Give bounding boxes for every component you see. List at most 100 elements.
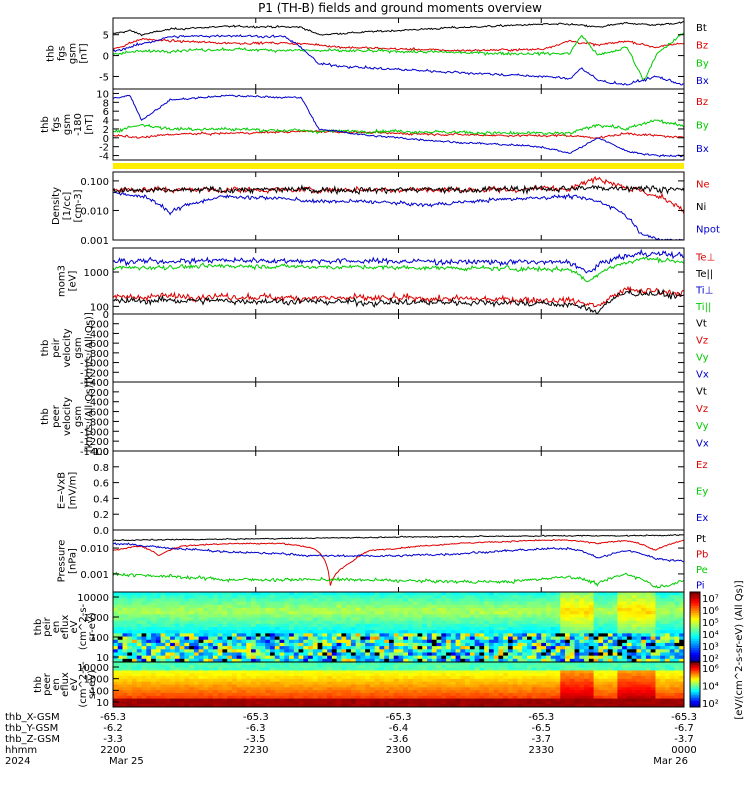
spectrogram-cell <box>336 611 342 615</box>
spectrogram-cell <box>198 627 204 631</box>
spectrogram-cell <box>598 662 604 666</box>
spectrogram-cell <box>484 620 490 625</box>
spectrogram-cell <box>155 623 161 628</box>
spectrogram-cell <box>246 649 252 653</box>
spectrogram-cell <box>465 611 471 615</box>
spectrogram-cell <box>336 684 342 688</box>
spectrogram-cell <box>393 646 399 650</box>
spectrogram-cell <box>227 662 233 666</box>
spectrogram-cell <box>289 684 295 688</box>
spectrogram-cell <box>493 684 499 688</box>
spectrogram-cell <box>265 595 271 599</box>
spectrogram-cell <box>165 633 171 637</box>
spectrogram-cell <box>298 642 304 647</box>
spectrogram-cell <box>641 667 647 671</box>
spectrogram-cell <box>308 601 314 606</box>
spectrogram-cell <box>279 607 285 612</box>
spectrogram-cell <box>317 652 323 657</box>
spectrogram-cell <box>284 617 290 622</box>
spectrogram-cell <box>260 676 266 680</box>
spectrogram-cell <box>622 658 628 663</box>
spectrogram-cell <box>365 614 371 618</box>
spectrogram-cell <box>298 614 304 618</box>
spectrogram-cell <box>113 673 119 677</box>
spectrogram-cell <box>189 646 195 650</box>
spectrogram-cell <box>579 658 585 663</box>
spectrogram-cell <box>536 655 542 660</box>
spectrogram-cell <box>493 701 499 705</box>
spectrogram-cell <box>536 684 542 688</box>
spectrogram-cell <box>336 673 342 677</box>
spectrogram-cell <box>579 601 585 606</box>
spectrogram-cell <box>132 662 138 666</box>
spectrogram-cell <box>536 690 542 694</box>
spectrogram-cell <box>388 592 395 596</box>
spectrogram-cell <box>222 604 228 609</box>
spectrogram-cell <box>203 595 209 599</box>
spectrogram-cell <box>327 687 333 691</box>
spectrogram-cell <box>174 690 181 694</box>
spectrogram-cell <box>265 607 271 612</box>
spectrogram-cell <box>622 623 628 628</box>
spectrogram-cell <box>603 592 609 596</box>
spectrogram-cell <box>179 646 185 650</box>
spectrogram-cell <box>279 690 285 694</box>
spectrogram-cell <box>322 649 328 653</box>
spectrogram-cell <box>469 704 476 708</box>
spectrogram-cell <box>146 684 152 688</box>
spectrogram-cell <box>312 623 319 628</box>
spectrogram-cell <box>427 601 433 606</box>
spectrogram-cell <box>555 623 561 628</box>
colorbar-tick-label: 10² <box>702 699 719 710</box>
spectrogram-cell <box>579 604 585 609</box>
spectrogram-cell <box>560 636 566 641</box>
spectrogram-cell <box>446 646 452 650</box>
spectrogram-cell <box>403 620 409 625</box>
spectrogram-cell <box>412 614 418 618</box>
spectrogram-cell <box>603 690 609 694</box>
spectrogram-cell <box>512 664 518 669</box>
spectrogram-cell <box>212 623 219 628</box>
spectrogram-cell <box>365 620 371 625</box>
spectrogram-cell <box>584 607 590 612</box>
spectrogram-cell <box>217 636 223 641</box>
spectrogram-cell <box>236 607 242 612</box>
spectrogram-cell <box>246 655 252 660</box>
spectrogram-cell <box>141 673 147 677</box>
spectrogram-cell <box>569 701 575 705</box>
spectrogram-cell <box>141 664 147 669</box>
spectrogram-cell <box>317 620 323 625</box>
spectrogram-cell <box>279 633 285 637</box>
spectrogram-cell <box>550 667 556 671</box>
colorbar-cell <box>690 680 700 682</box>
spectrogram-cell <box>607 649 614 653</box>
spectrogram-cell <box>493 633 499 637</box>
spectrogram-cell <box>503 673 509 677</box>
spectrogram-cell <box>179 639 185 644</box>
spectrogram-cell <box>165 687 171 691</box>
spectrogram-cell <box>541 639 547 644</box>
spectrogram-cell <box>455 633 461 637</box>
spectrogram-cell <box>531 673 537 677</box>
spectrogram-cell <box>241 692 247 697</box>
spectrogram-cell <box>222 627 228 631</box>
spectrogram-cell <box>369 636 376 641</box>
ephemeris-value: -65.3 <box>100 712 126 723</box>
spectrogram-cell <box>474 662 480 666</box>
spectrogram-cell <box>498 604 504 609</box>
spectrogram-cell <box>569 681 575 685</box>
spectrogram-cell <box>679 607 685 612</box>
spectrogram-cell <box>184 695 190 699</box>
spectrogram-cell <box>279 604 285 609</box>
spectrogram-cell <box>484 623 490 628</box>
spectrogram-cell <box>574 649 580 653</box>
spectrogram-cell <box>384 698 390 702</box>
spectrogram-cell <box>450 662 456 666</box>
spectrogram-cell <box>488 684 495 688</box>
spectrogram-cell <box>422 633 428 637</box>
spectrogram-cell <box>355 670 361 674</box>
spectrogram-cell <box>322 701 328 705</box>
spectrogram-cell <box>479 692 485 697</box>
spectrogram-cell <box>255 627 261 631</box>
spectrogram-cell <box>122 664 128 669</box>
